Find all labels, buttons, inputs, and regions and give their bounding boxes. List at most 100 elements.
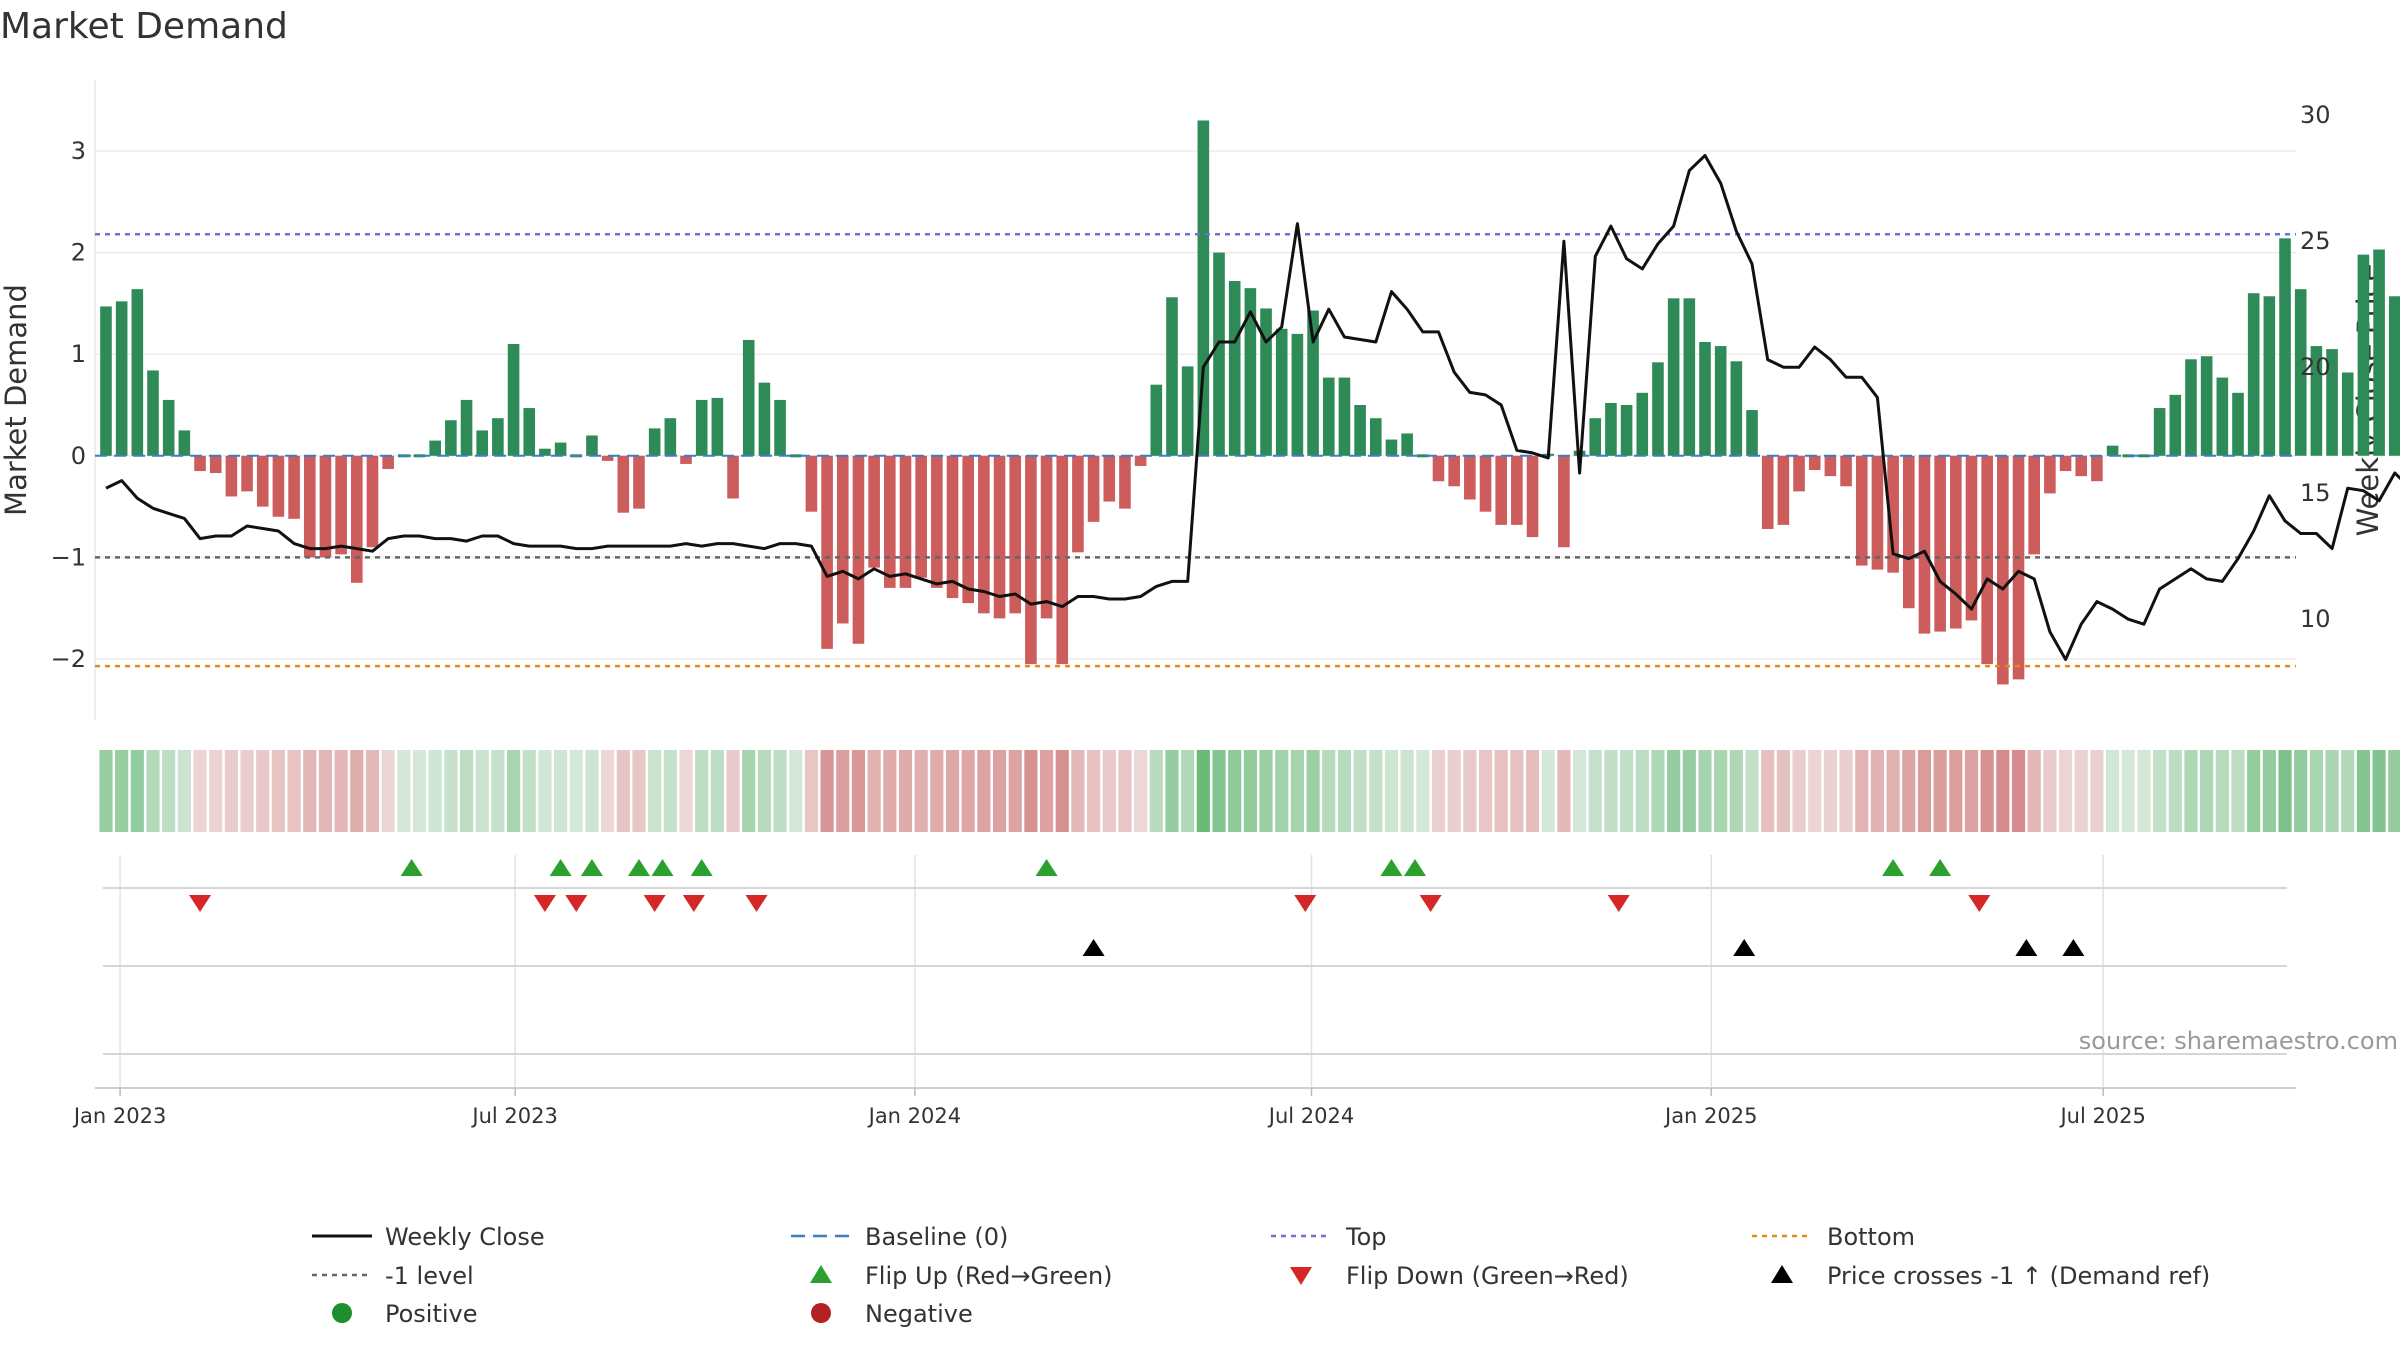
demand-bar	[1072, 455, 1084, 553]
flip-up-marker	[651, 859, 674, 876]
heat-cell	[2388, 750, 2400, 832]
heat-cell	[287, 750, 301, 832]
demand-bar	[1730, 361, 1743, 456]
heat-cell	[1322, 750, 1336, 832]
heat-cell	[1588, 750, 1602, 832]
demand-bar	[1918, 455, 1931, 634]
demand-bar	[460, 399, 473, 456]
heat-cell	[1635, 750, 1649, 832]
heat-cell	[663, 750, 677, 832]
legend: Weekly Close Baseline (0) Top Bottom -1 leve…	[312, 1223, 2210, 1328]
demand-bar	[1417, 454, 1429, 458]
demand-bar	[1714, 346, 1727, 456]
demand-bar	[1464, 455, 1476, 500]
heat-cell	[1149, 750, 1163, 832]
heat-cell	[1259, 750, 1273, 832]
heat-cell	[2168, 750, 2182, 832]
flip-down-marker	[189, 895, 212, 912]
demand-bar	[1119, 455, 1131, 509]
heat-cell	[2153, 750, 2167, 832]
demand-bar	[946, 455, 959, 599]
demand-bar	[2012, 455, 2025, 680]
demand-bar	[2075, 455, 2088, 477]
demand-bar	[115, 301, 128, 456]
heat-cell	[130, 750, 144, 832]
flip-up-marker	[1929, 859, 1952, 876]
demand-bar	[319, 455, 332, 558]
heat-cell	[945, 750, 960, 832]
flip-up-marker	[1380, 859, 1403, 876]
heat-cell	[1745, 750, 1759, 832]
heat-cell	[569, 750, 583, 832]
heat-cell	[506, 750, 521, 832]
demand-bar	[2247, 293, 2260, 456]
demand-bar	[680, 455, 692, 464]
demand-bar	[131, 289, 144, 456]
demand-bar	[648, 428, 661, 456]
legend-swatch-circle	[332, 1303, 352, 1323]
demand-bar	[2200, 356, 2213, 456]
heat-cell	[381, 750, 395, 832]
heat-cell	[240, 750, 254, 832]
heat-cell	[318, 750, 333, 832]
heat-cell	[256, 750, 270, 832]
y-tick-left: −2	[51, 645, 86, 673]
heat-cell	[428, 750, 442, 832]
heat-cell	[851, 750, 866, 832]
heat-cell	[2090, 750, 2104, 832]
heat-cell	[2011, 750, 2026, 832]
demand-bar	[836, 455, 849, 624]
demand-bar	[1997, 455, 2009, 685]
demand-bar	[1244, 288, 1257, 456]
heat-cell	[209, 750, 223, 832]
demand-bar	[1746, 410, 1758, 456]
heat-cell	[1870, 750, 1885, 832]
heat-cell	[1698, 750, 1712, 832]
demand-bar	[429, 440, 441, 456]
heat-cell	[1008, 750, 1022, 832]
heat-cell	[1808, 750, 1822, 832]
demand-bar	[1808, 455, 1821, 471]
demand-bar	[2232, 392, 2244, 456]
demand-bar	[539, 448, 551, 456]
x-tick-label: Jan 2025	[1663, 1104, 1758, 1128]
demand-bar	[2185, 359, 2197, 456]
demand-bar	[758, 382, 771, 456]
heat-cell	[2325, 750, 2339, 832]
heat-cell	[115, 750, 129, 832]
demand-bar	[1981, 455, 1993, 665]
heat-cell	[412, 750, 427, 832]
demand-bar	[2106, 445, 2119, 456]
heat-cell	[961, 750, 975, 832]
heat-cell	[773, 750, 787, 832]
flip-down-marker	[1294, 895, 1317, 912]
heat-cell	[867, 750, 881, 832]
flip-down-marker	[682, 895, 705, 912]
demand-bar	[1965, 455, 1978, 621]
heat-cell	[1071, 750, 1085, 832]
flip-down-marker	[1419, 895, 1442, 912]
heat-cell	[1494, 750, 1508, 832]
heat-cell	[1557, 750, 1571, 832]
heat-cell	[2356, 750, 2370, 832]
demand-bars	[100, 120, 2400, 685]
demand-bar	[1150, 384, 1163, 456]
demand-bar	[272, 455, 285, 517]
heat-cell	[2200, 750, 2214, 832]
demand-bar	[1761, 455, 1774, 529]
flip-up-marker	[690, 859, 713, 876]
heat-cell	[742, 750, 756, 832]
demand-bar	[241, 455, 253, 492]
heat-cell	[1228, 750, 1242, 832]
demand-bar	[194, 455, 206, 472]
legend-swatch-circle	[811, 1303, 831, 1323]
heat-cell	[1087, 750, 1101, 832]
heat-cell	[2184, 750, 2198, 832]
chart-title: Market Demand	[0, 6, 288, 47]
heat-cell	[444, 750, 458, 832]
flip-down-marker	[643, 895, 666, 912]
demand-bar	[256, 455, 269, 507]
demand-bar	[1103, 455, 1116, 502]
heat-cell	[1384, 750, 1399, 832]
